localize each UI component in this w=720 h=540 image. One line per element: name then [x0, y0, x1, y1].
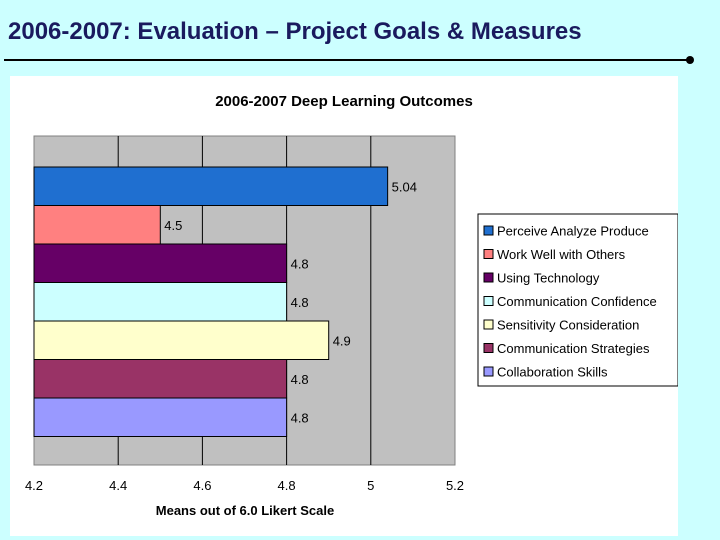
bar-using-technology [33, 243, 288, 283]
bar-communication-confidence [33, 282, 288, 322]
legend-entry: Perceive Analyze Produce [497, 224, 649, 239]
bar-chart: 2006-2007 Deep Learning Outcomes 5.04 4.5… [25, 93, 678, 518]
x-tick-labels-group: 4.2 4.4 4.6 4.8 5 5.2 [25, 478, 464, 493]
legend-entry: Sensitivity Consideration [497, 318, 639, 333]
data-label: 4.5 [164, 218, 182, 233]
data-label: 4.8 [291, 372, 309, 387]
bar-sensitivity-consideration [33, 320, 330, 360]
x-tick-label: 5.2 [446, 478, 464, 493]
bars-group [33, 166, 389, 437]
data-label: 4.8 [291, 256, 309, 271]
x-tick-label: 4.2 [25, 478, 43, 493]
legend-entry: Collaboration Skills [497, 365, 608, 380]
chart-title: 2006-2007 Deep Learning Outcomes [215, 93, 473, 110]
x-tick-label: 4.4 [109, 478, 127, 493]
chart-panel: 2006-2007 Deep Learning Outcomes 5.04 4.5… [10, 76, 678, 536]
legend-entry: Communication Strategies [497, 341, 650, 356]
legend-entry: Using Technology [497, 271, 600, 286]
legend-box [477, 213, 678, 387]
legend-swatch [483, 319, 494, 330]
x-tick-label: 5 [367, 478, 374, 493]
legend-swatch [483, 343, 494, 353]
x-axis-title: Means out of 6.0 Likert Scale [156, 503, 334, 518]
legend-swatch [483, 249, 494, 259]
x-tick-label: 4.6 [193, 478, 211, 493]
legend: Perceive Analyze Produce Work Well with O… [477, 213, 678, 387]
bar-communication-strategies [33, 359, 288, 399]
data-label: 4.8 [291, 410, 309, 425]
data-label: 5.04 [392, 179, 417, 194]
legend-entry: Work Well with Others [497, 247, 626, 262]
x-tick-label: 4.8 [278, 478, 296, 493]
title-divider [4, 59, 690, 61]
legend-entry: Communication Confidence [497, 294, 657, 309]
legend-swatch [483, 225, 494, 236]
data-label: 4.8 [291, 295, 309, 310]
legend-swatch [483, 272, 494, 283]
data-labels-group: 5.04 4.5 4.8 4.8 4.9 4.8 4.8 [164, 179, 417, 425]
title-divider-endpoint [686, 56, 694, 64]
bar-work-well-with-others [33, 205, 161, 245]
data-label: 4.9 [333, 333, 351, 348]
bar-perceive-analyze-produce [33, 166, 389, 206]
legend-swatch [483, 296, 494, 306]
bar-collaboration-skills [33, 397, 288, 437]
legend-swatch [483, 366, 494, 377]
slide-title: 2006-2007: Evaluation – Project Goals & … [8, 18, 582, 45]
